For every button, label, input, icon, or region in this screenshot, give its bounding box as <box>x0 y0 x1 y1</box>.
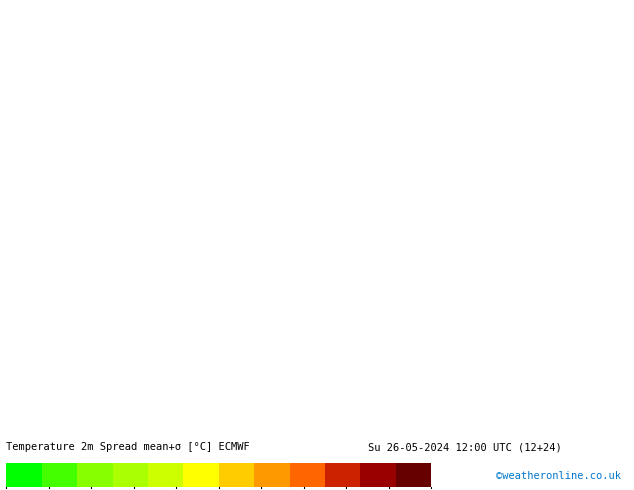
FancyBboxPatch shape <box>113 463 148 487</box>
FancyBboxPatch shape <box>254 463 290 487</box>
FancyBboxPatch shape <box>77 463 113 487</box>
Text: ©weatheronline.co.uk: ©weatheronline.co.uk <box>496 471 621 481</box>
FancyBboxPatch shape <box>148 463 183 487</box>
FancyBboxPatch shape <box>219 463 254 487</box>
FancyBboxPatch shape <box>290 463 325 487</box>
FancyBboxPatch shape <box>6 463 42 487</box>
FancyBboxPatch shape <box>325 463 360 487</box>
FancyBboxPatch shape <box>183 463 219 487</box>
Text: Su 26-05-2024 12:00 UTC (12+24): Su 26-05-2024 12:00 UTC (12+24) <box>368 442 562 452</box>
FancyBboxPatch shape <box>360 463 396 487</box>
FancyBboxPatch shape <box>42 463 77 487</box>
Text: Temperature 2m Spread mean+σ [°C] ECMWF: Temperature 2m Spread mean+σ [°C] ECMWF <box>6 442 250 452</box>
FancyBboxPatch shape <box>396 463 431 487</box>
